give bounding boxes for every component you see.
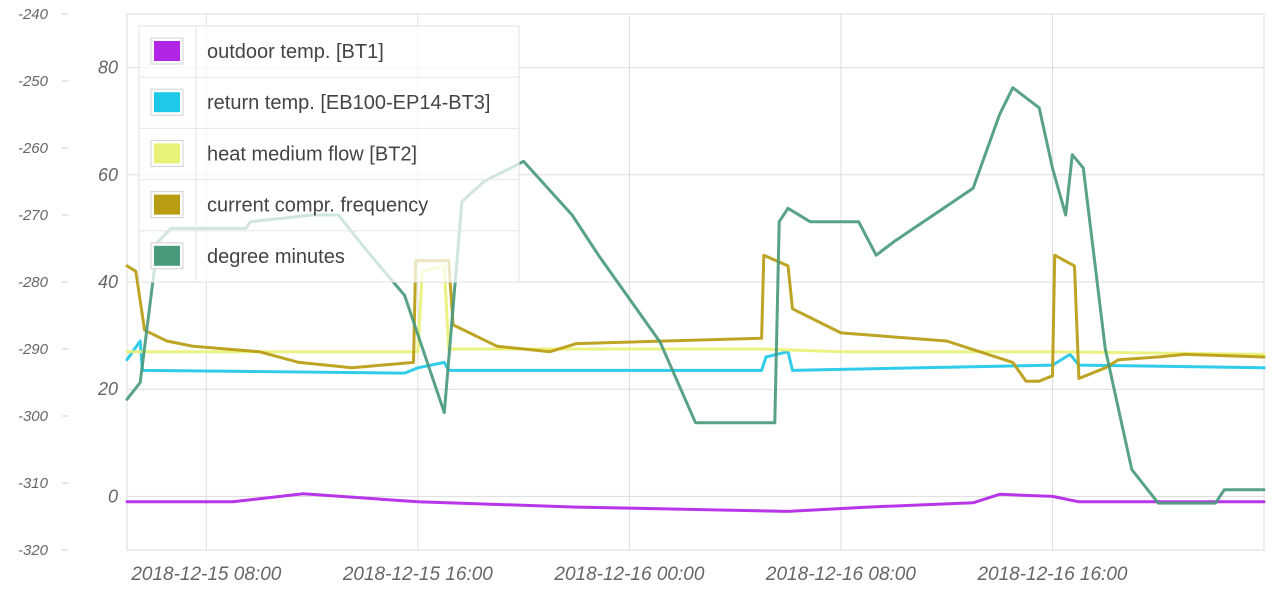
x-tick-label: 2018-12-16 00:00 <box>553 564 704 585</box>
legend-swatch <box>154 194 180 215</box>
legend: outdoor temp. [BT1] return temp. [EB100-E… <box>138 25 520 283</box>
legend-swatch <box>154 143 180 164</box>
left-tick-label: -260 <box>18 140 49 157</box>
x-tick-label: 2018-12-16 16:00 <box>976 564 1127 585</box>
left-tick-label: -270 <box>18 207 49 224</box>
right-axis-ticks: 0 20 40 60 80 <box>97 58 118 507</box>
left-tick-label: -280 <box>18 274 49 291</box>
left-axis-ticks: -240 -250 -260 -270 -280 -290 -300 -310 -320 <box>18 6 68 559</box>
x-tick-label: 2018-12-15 16:00 <box>342 564 493 585</box>
legend-label: current compr. frequency <box>207 195 428 217</box>
left-tick-label: -300 <box>18 408 49 425</box>
y-tick-label: 0 <box>108 486 118 506</box>
series-line <box>125 253 1266 383</box>
legend-label: return temp. [EB100-EP14-BT3] <box>207 92 490 114</box>
legend-swatch <box>154 41 180 61</box>
series-line <box>125 339 1266 375</box>
legend-swatch <box>154 92 180 113</box>
legend-swatch <box>154 245 180 266</box>
legend-box <box>138 25 520 283</box>
left-tick-label: -240 <box>18 6 49 23</box>
series-line <box>125 492 1266 513</box>
left-tick-label: -290 <box>18 341 49 358</box>
y-tick-label: 80 <box>98 58 118 78</box>
left-tick-label: -320 <box>18 542 49 559</box>
x-axis-ticks: 2018-12-15 08:00 2018-12-15 16:00 2018-12-… <box>130 564 1128 585</box>
y-tick-label: 60 <box>98 165 118 185</box>
y-tick-label: 40 <box>98 272 118 292</box>
left-tick-label: -310 <box>18 475 49 492</box>
left-tick-label: -250 <box>18 73 49 90</box>
x-tick-label: 2018-12-16 08:00 <box>765 564 916 585</box>
x-tick-label: 2018-12-15 08:00 <box>130 564 281 585</box>
legend-label: outdoor temp. [BT1] <box>207 41 384 63</box>
legend-label: degree minutes <box>207 246 345 268</box>
legend-label: heat medium flow [BT2] <box>207 143 417 165</box>
y-tick-label: 20 <box>97 379 118 399</box>
